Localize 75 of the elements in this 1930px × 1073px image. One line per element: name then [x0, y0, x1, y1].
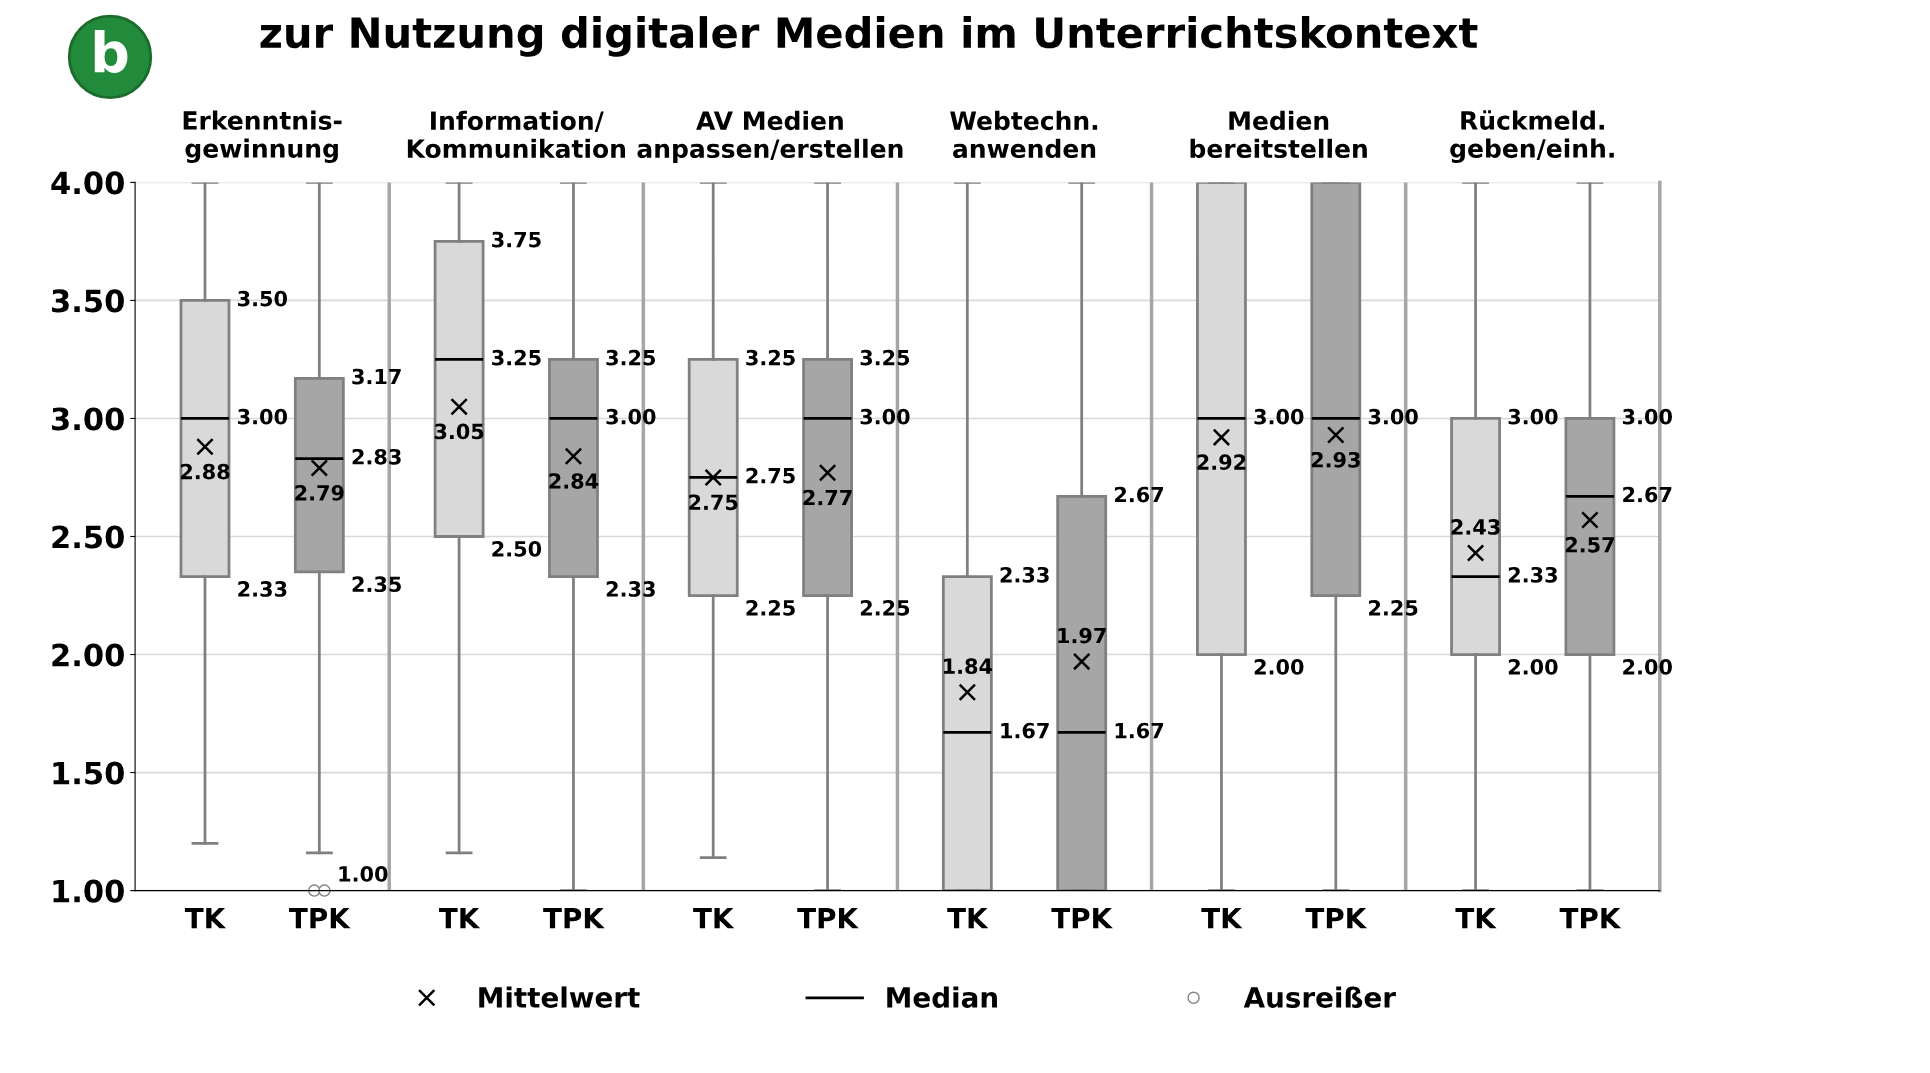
text: b [94, 30, 128, 74]
text: 2.67 [1114, 486, 1164, 503]
text: 2.00 [1254, 658, 1304, 675]
text: 2.00 [1508, 658, 1558, 675]
x-tick-label: Rückmeld. geben/einh. [1450, 110, 1614, 163]
text: 3.75 [492, 231, 541, 248]
y-tick-label: 2.50 [52, 525, 124, 549]
text: Median [887, 986, 997, 1008]
text: 2.93 [1311, 451, 1360, 468]
text: 2.88 [180, 463, 230, 480]
text: 1.97 [1058, 627, 1106, 644]
text: TK [184, 908, 227, 929]
text: TK [1455, 908, 1497, 929]
text: 3.05 [434, 423, 484, 440]
x-tick-label: Webtechn. anwenden [950, 110, 1098, 159]
text: 2.43 [1451, 519, 1500, 535]
text: TPK [797, 908, 859, 929]
text: 2.83 [352, 448, 401, 465]
text: Mittelwert [479, 986, 640, 1008]
x-tick-label: Erkenntnis- gewinnung [183, 110, 342, 163]
text: 3.17 [352, 368, 401, 385]
text: 2.33 [1000, 566, 1049, 583]
text: TK [693, 908, 735, 929]
text: TPK [1305, 908, 1368, 929]
text: 2.79 [295, 484, 344, 501]
y-tick-label: 3.00 [52, 407, 124, 431]
text: 2.25 [746, 599, 795, 616]
series-label: TK [947, 908, 989, 929]
y-tick-label: 1.50 [53, 761, 124, 785]
text: 1.67 [1115, 722, 1164, 739]
text: TK [439, 908, 481, 929]
text: TPK [1559, 908, 1622, 929]
text: 3.25 [860, 349, 910, 366]
text: TK [1201, 908, 1243, 929]
text: 3.00 [1508, 408, 1558, 425]
y-tick-label: 4.00 [51, 171, 124, 195]
text: 3.25 [492, 349, 541, 366]
text: 2.67 [1623, 486, 1672, 503]
text: 2.75 [689, 494, 738, 511]
text: 3.00 [1254, 408, 1304, 425]
text: Ausreißer [1243, 986, 1396, 1008]
text: 3.25 [606, 349, 656, 366]
text: 3.50 [238, 290, 288, 307]
text: 2.57 [1565, 536, 1614, 553]
text: 2.50 [492, 540, 542, 557]
text: 2.33 [1508, 566, 1557, 583]
chart-title: zur Nutzung digitaler Medien im Unterrichtskontext [260, 16, 1478, 57]
text: 2.92 [1197, 454, 1246, 471]
text: 3.00 [238, 408, 288, 425]
text: 2.77 [803, 489, 852, 506]
text: 2.35 [352, 576, 401, 593]
text: TPK [543, 908, 605, 929]
text: 3.25 [746, 349, 795, 366]
text: 2.00 [1623, 658, 1672, 675]
text: 2.33 [606, 581, 655, 597]
y-tick-label: 2.00 [52, 643, 124, 667]
text: 3.00 [1622, 408, 1672, 425]
x-tick-label: Medien bereitstellen [1190, 110, 1367, 159]
text: 2.84 [549, 473, 599, 489]
text: 2.25 [1369, 599, 1418, 616]
text: 1.84 [943, 658, 993, 675]
text: 2.33 [238, 581, 287, 597]
text: 3.00 [860, 408, 910, 425]
text: TPK [289, 908, 351, 929]
y-tick-label: 1.00 [53, 879, 124, 903]
text: 1.67 [1001, 722, 1049, 739]
text: 1.00 [339, 866, 388, 882]
x-tick-label: AV Medien anpassen/erstellen [637, 110, 903, 163]
series-label: TPK [1051, 908, 1113, 929]
text: 2.75 [746, 467, 795, 484]
text: 2.25 [860, 599, 910, 616]
x-tick-label: Information/ Kommunikation [407, 110, 625, 159]
text: 3.00 [606, 408, 656, 425]
y-tick-label: 3.50 [52, 289, 124, 313]
text: 3.00 [1368, 408, 1418, 425]
